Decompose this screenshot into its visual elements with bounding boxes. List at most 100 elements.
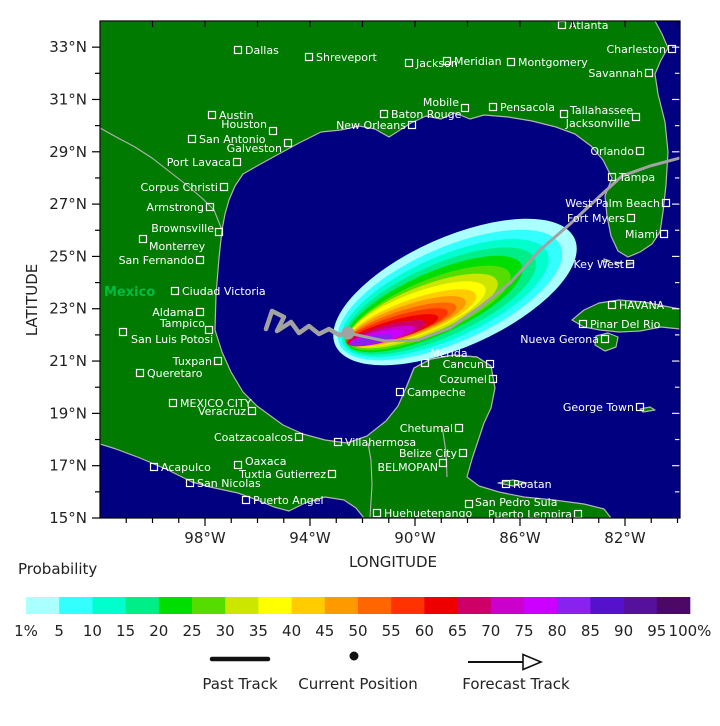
city-label: MEXICO CITY [180, 397, 252, 410]
city-marker [659, 229, 669, 239]
city-label: Campeche [407, 386, 466, 399]
city-marker [232, 157, 242, 167]
city-marker [379, 109, 389, 119]
colorbar-segment [623, 597, 658, 614]
lat-tick-label: 25°N [49, 247, 87, 265]
yucatan-coast-overlay [405, 354, 492, 389]
city-marker [247, 406, 257, 416]
city-label: Jackson [415, 57, 458, 70]
colorbar-tick-label: 25 [182, 622, 201, 640]
city-label: HAVANA [619, 299, 665, 312]
probability-band [351, 334, 393, 346]
colorbar-tick-label: 55 [382, 622, 401, 640]
city-marker [559, 109, 569, 119]
colorbar-segment [590, 597, 624, 614]
map-plot-area: Mexico Dallas Shreveport Atlanta Charleston S… [100, 21, 680, 520]
city-label: Port Lavaca [167, 156, 231, 169]
city-label: Belize City [399, 447, 458, 460]
city-label: Merida [430, 347, 468, 360]
city-label: Jacksonville [565, 117, 631, 130]
city-label: Brownsville [151, 222, 214, 235]
city-label: Austin [219, 109, 254, 122]
city-marker [195, 255, 205, 265]
city-label: Meridian [454, 55, 502, 68]
lat-tick-label: 27°N [49, 195, 87, 213]
city-label: Tampa [618, 171, 655, 184]
lon-tick-label: 98°W [184, 529, 226, 547]
city-marker [488, 102, 498, 112]
lat-tick-label: 23°N [49, 300, 87, 318]
colorbar-tick-label: 85 [581, 622, 600, 640]
city-label: San Pedro Sula [475, 496, 557, 509]
land-mass [100, 21, 680, 518]
colorbar-tick-label: 50 [348, 622, 367, 640]
colorbar-segment [656, 597, 691, 614]
city-marker [268, 126, 278, 136]
colorbar-segment [158, 597, 193, 614]
city-label: Aldama [152, 306, 194, 319]
city-marker [578, 319, 588, 329]
city-label: Chetumal [400, 422, 453, 435]
city-marker [442, 56, 452, 66]
city-marker [168, 398, 178, 408]
y-axis-title: LATITUDE [23, 264, 41, 337]
axes: 33°N 31°N 29°N 27°N 25°N 23°N 21°N 19°N 17°N 15°N… [49, 20, 681, 547]
city-label: Key West [574, 258, 625, 271]
city-marker [607, 300, 617, 310]
city-label: Acapulco [161, 461, 211, 474]
city-label: Huehuetenango [384, 507, 472, 520]
city-label: Puerto Angel [253, 494, 324, 507]
colorbar-segment [557, 597, 591, 614]
forecast-track-arrowhead-icon [522, 653, 544, 671]
colorbar-segment [490, 597, 525, 614]
city-marker [233, 460, 243, 470]
past-track-label: Past Track [202, 675, 278, 693]
city-label: San Luis Potosi [131, 333, 213, 346]
city-marker [454, 423, 464, 433]
city-label: Veracruz [198, 405, 246, 418]
colorbar-tick-label: 90 [614, 622, 633, 640]
lat-tick-label: 19°N [49, 404, 87, 422]
city-marker [395, 387, 405, 397]
city-label: Cozumel [439, 373, 487, 386]
city-label: Oaxaca [245, 455, 286, 468]
city-marker [333, 437, 343, 447]
city-label: Queretaro [147, 367, 203, 380]
city-label: Tampico [159, 317, 205, 330]
lon-tick-label: 90°W [394, 529, 436, 547]
track-legend: Past Track Current Position Forecast Tra… [202, 651, 570, 693]
city-marker [667, 44, 677, 54]
city-label: Houston [221, 118, 267, 131]
colorbar-tick-label: 15 [116, 622, 135, 640]
city-label: Mobile [423, 96, 459, 109]
city-marker [661, 198, 671, 208]
lat-tick-label: 33°N [49, 38, 87, 56]
city-label: Roatan [513, 478, 552, 491]
city-label: Charleston [607, 43, 667, 56]
city-label: San Fernando [119, 254, 195, 267]
city-label: Villahermosa [345, 436, 416, 449]
city-label: Ciudad Victoria [182, 285, 266, 298]
city-marker [458, 448, 468, 458]
city-label: Tuxtla Gutierrez [238, 468, 326, 481]
city-marker [420, 358, 430, 368]
city-marker [283, 138, 293, 148]
city-marker [219, 182, 229, 192]
colorbar-tick-label: 5 [54, 622, 64, 640]
colorbar-tick-label: 10 [83, 622, 102, 640]
lon-tick-label: 94°W [289, 529, 331, 547]
current-position-marker [341, 326, 355, 340]
city-label: Tuxpan [172, 355, 212, 368]
city-marker [233, 45, 243, 55]
city-label: Cancun [443, 358, 484, 371]
city-marker [488, 374, 498, 384]
city-label: Savannah [588, 67, 643, 80]
colorbar-tick-label: 40 [282, 622, 301, 640]
colorbar-segment [192, 597, 226, 614]
city-marker [207, 110, 217, 120]
lat-tick-label: 29°N [49, 143, 87, 161]
city-marker [195, 307, 205, 317]
city-label: West Palm Beach [565, 197, 660, 210]
x-axis-title: LONGITUDE [349, 553, 437, 571]
